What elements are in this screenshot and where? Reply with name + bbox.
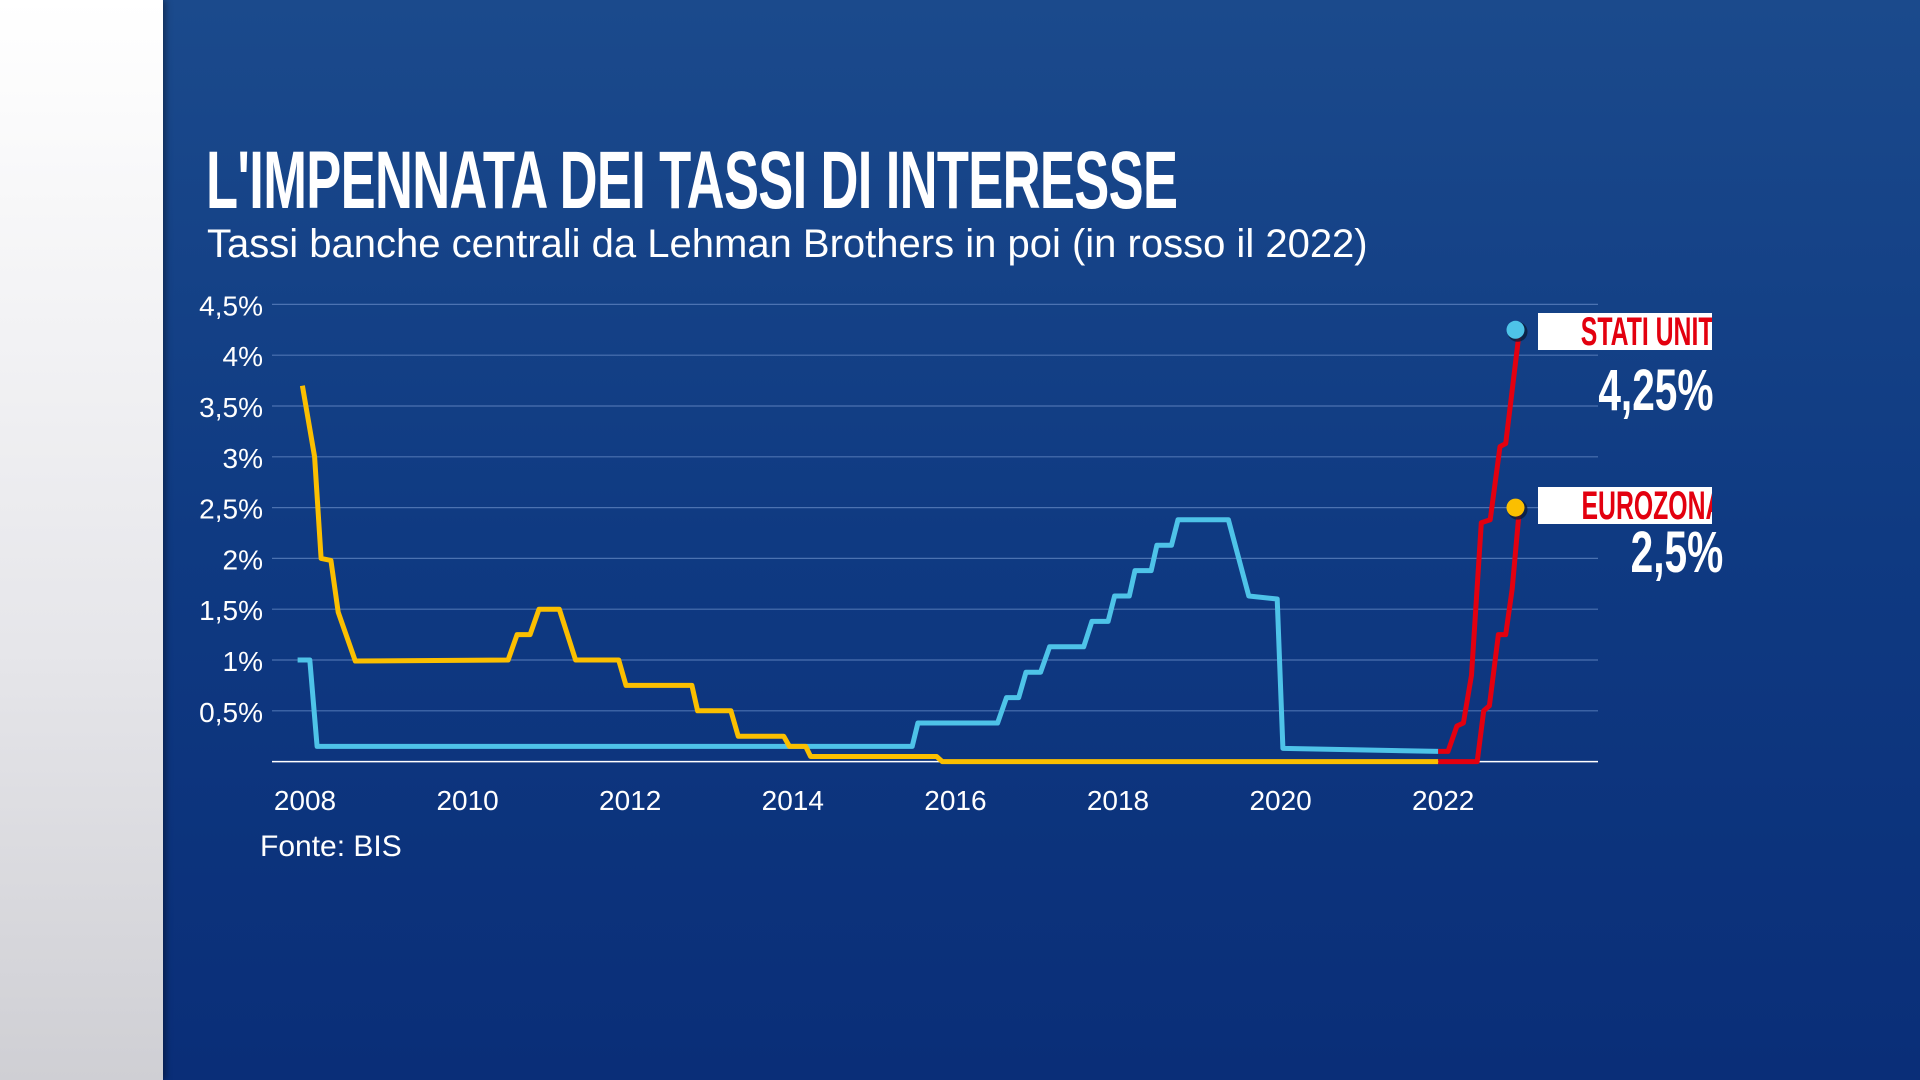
side-panel [0,0,163,1080]
x-tick-label: 2022 [1412,785,1474,816]
y-tick-label: 1,5% [199,595,263,626]
y-tick-label: 0,5% [199,697,263,728]
ez-end-dot [1506,498,1525,517]
chart-title: L'IMPENNATA DEI TASSI DI INTERESSE [206,135,1178,226]
x-tick-label: 2020 [1249,785,1311,816]
us-series-line [297,517,1439,754]
us-end-dot [1506,320,1525,339]
y-tick-label: 3,5% [199,392,263,423]
ez-series-line [299,385,1439,765]
y-tick-label: 2% [223,544,263,575]
ez-value-label: 2,5% [1630,520,1723,585]
y-tick-label: 3% [223,443,263,474]
x-tick-label: 2014 [762,785,824,816]
y-tick-label: 4% [223,341,263,372]
chart-subtitle: Tassi banche centrali da Lehman Brothers… [207,222,1368,266]
ez-label-box: EUROZONA [1538,487,1712,524]
x-tick-label: 2010 [436,785,498,816]
y-tick-label: 4,5% [199,290,263,321]
ez-series-2022-line [1438,507,1522,765]
ez-label: EUROZONA [1581,487,1712,524]
x-tick-label: 2016 [924,785,986,816]
y-tick-label: 2,5% [199,494,263,525]
us-label-box: STATI UNITI [1538,313,1712,350]
x-tick-label: 2008 [274,785,336,816]
us-label: STATI UNITI [1580,313,1712,350]
us-series-2022-line [1438,329,1522,754]
y-tick-label: 1% [223,646,263,677]
us-value-label: 4,25% [1597,358,1713,423]
source-note: Fonte: BIS [260,830,402,863]
x-tick-label: 2018 [1087,785,1149,816]
x-tick-label: 2012 [599,785,661,816]
